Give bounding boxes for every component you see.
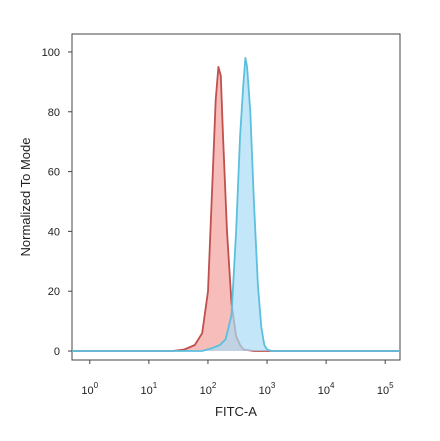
x-tick-label: 101 (141, 381, 158, 397)
y-axis-title: Normalized To Mode (18, 138, 33, 257)
y-tick-label: 60 (48, 167, 60, 179)
x-tick-label: 102 (200, 381, 217, 397)
y-tick-label: 20 (48, 286, 60, 298)
y-tick-label: 40 (48, 226, 60, 238)
x-tick-label: 103 (259, 381, 276, 397)
y-tick-label: 0 (54, 346, 60, 358)
x-tick-label: 105 (377, 381, 394, 397)
y-tick-label: 100 (42, 47, 60, 59)
plot-frame (71, 33, 401, 361)
y-tick-label: 80 (48, 107, 60, 119)
series-2-line (72, 57, 400, 352)
series-2-area (72, 57, 400, 352)
x-tick-label: 104 (318, 381, 335, 397)
x-tick-label: 100 (81, 381, 98, 397)
x-axis-title: FITC-A (215, 404, 257, 419)
